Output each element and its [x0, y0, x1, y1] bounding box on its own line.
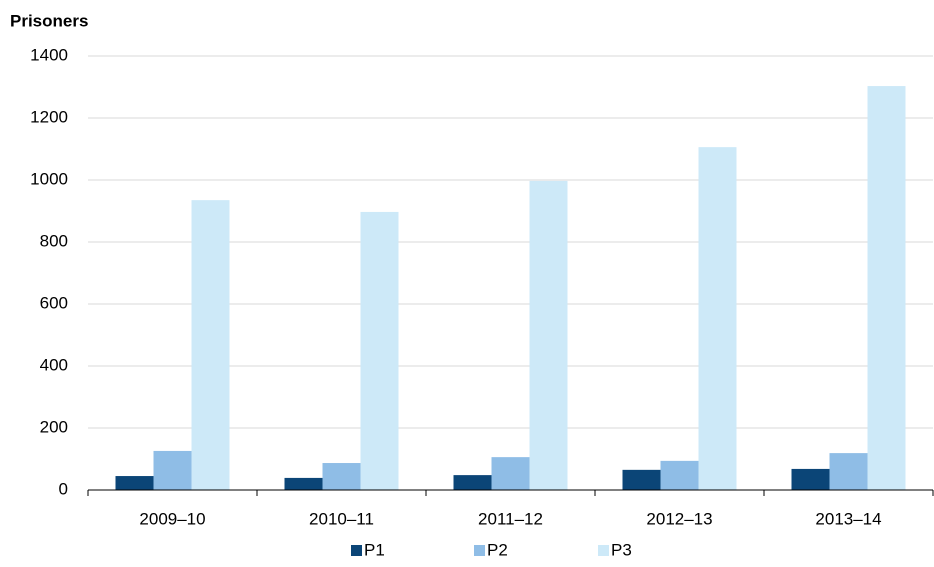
bar: [191, 200, 230, 490]
legend-swatch: [598, 545, 609, 556]
bar: [115, 476, 154, 490]
y-tick-label: 1000: [30, 169, 68, 188]
bar: [622, 469, 661, 490]
bar: [284, 477, 323, 490]
y-axis-label: Prisoners: [10, 11, 88, 30]
x-tick-label: 2013–14: [815, 509, 881, 528]
bar: [491, 457, 530, 490]
y-tick-label: 600: [40, 293, 68, 312]
bar: [360, 211, 399, 490]
y-tick-label: 1400: [30, 45, 68, 64]
y-tick-label: 400: [40, 355, 68, 374]
y-tick-label: 800: [40, 231, 68, 250]
bar: [698, 147, 737, 490]
y-tick-label: 0: [59, 479, 68, 498]
bar: [660, 460, 699, 490]
x-tick-label: 2009–10: [139, 509, 205, 528]
legend-label: P1: [364, 540, 385, 559]
legend-swatch: [474, 545, 485, 556]
legend-label: P2: [487, 540, 508, 559]
legend-swatch: [351, 545, 362, 556]
bar: [453, 475, 492, 490]
bar: [322, 463, 361, 490]
x-tick-label: 2011–12: [478, 509, 543, 528]
bar: [153, 450, 192, 490]
y-tick-label: 200: [40, 417, 68, 436]
y-tick-label: 1200: [30, 107, 68, 126]
x-tick-label: 2010–11: [309, 509, 374, 528]
bar: [829, 453, 868, 490]
legend-label: P3: [611, 540, 632, 559]
bar: [791, 468, 830, 490]
bar: [867, 86, 906, 490]
x-tick-label: 2012–13: [646, 509, 712, 528]
bar: [529, 180, 568, 490]
